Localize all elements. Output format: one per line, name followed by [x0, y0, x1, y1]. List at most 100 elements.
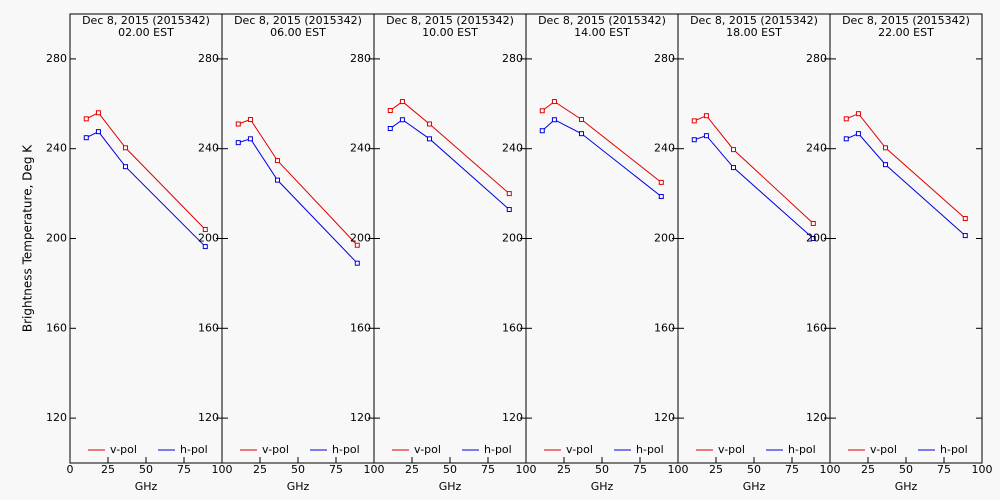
point-marker	[882, 145, 888, 151]
y-tick-label: 200	[350, 232, 371, 245]
point-marker	[274, 158, 280, 164]
point-marker	[539, 108, 545, 114]
point-marker	[202, 227, 208, 233]
y-tick-label: 240	[654, 142, 675, 155]
legend-label: v-pol	[262, 443, 289, 456]
y-tick-label: 200	[806, 232, 827, 245]
panel-title: Dec 8, 2015 (2015342)	[842, 14, 970, 27]
legend-label: h-pol	[636, 443, 664, 456]
y-tick-label: 160	[46, 321, 67, 334]
point-marker	[703, 133, 709, 139]
point-marker	[506, 207, 512, 213]
x-tick-label: 25	[557, 463, 571, 476]
series-line	[238, 138, 358, 264]
panel-title: Dec 8, 2015 (2015342)	[82, 14, 210, 27]
series-line	[846, 133, 966, 236]
point-marker	[855, 131, 861, 137]
panel-title: Dec 8, 2015 (2015342)	[538, 14, 666, 27]
y-tick-label: 240	[806, 142, 827, 155]
legend-label: h-pol	[788, 443, 816, 456]
point-marker	[551, 99, 557, 105]
legend-label: v-pol	[718, 443, 745, 456]
x-tick-label: 100	[212, 463, 233, 476]
legend-label: h-pol	[484, 443, 512, 456]
x-tick-label: 75	[785, 463, 799, 476]
point-marker	[235, 140, 241, 146]
y-tick-label: 200	[198, 232, 219, 245]
legend-label: v-pol	[414, 443, 441, 456]
x-tick-label: 75	[329, 463, 343, 476]
point-marker	[962, 233, 968, 239]
x-tick-label: 100	[516, 463, 537, 476]
point-marker	[962, 216, 968, 222]
x-axis-label: GHz	[895, 480, 918, 493]
x-tick-label: 75	[481, 463, 495, 476]
y-tick-label: 120	[806, 411, 827, 424]
series-line	[389, 119, 510, 210]
y-tick-label: 120	[350, 411, 371, 424]
y-tick-label: 200	[46, 232, 67, 245]
point-marker	[691, 137, 697, 143]
point-marker	[95, 129, 101, 135]
series-line	[86, 131, 206, 247]
point-marker	[95, 110, 101, 116]
panel-title: Dec 8, 2015 (2015342)	[690, 14, 818, 27]
x-tick-label: 0	[67, 463, 74, 476]
x-axis-label: GHz	[439, 480, 462, 493]
point-marker	[354, 242, 360, 248]
panel-title: Dec 8, 2015 (2015342)	[234, 14, 362, 27]
x-tick-label: 100	[972, 463, 993, 476]
x-tick-label: 25	[709, 463, 723, 476]
x-tick-label: 75	[633, 463, 647, 476]
point-marker	[387, 108, 393, 114]
point-marker	[83, 135, 89, 141]
x-tick-label: 50	[747, 463, 761, 476]
series-line	[86, 112, 206, 230]
y-tick-label: 200	[654, 232, 675, 245]
series-line	[541, 119, 662, 197]
point-marker	[122, 164, 128, 170]
point-marker	[658, 194, 664, 200]
point-marker	[247, 136, 253, 142]
point-marker	[578, 117, 584, 123]
x-tick-label: 25	[861, 463, 875, 476]
x-tick-label: 25	[253, 463, 267, 476]
series-line	[389, 100, 510, 194]
y-tick-label: 240	[46, 142, 67, 155]
y-tick-label: 160	[654, 321, 675, 334]
panel-subtitle: 10.00 EST	[422, 26, 478, 39]
point-marker	[855, 111, 861, 117]
y-tick-label: 200	[502, 232, 523, 245]
point-marker	[703, 113, 709, 119]
series-line	[238, 118, 358, 246]
y-tick-label: 120	[198, 411, 219, 424]
x-tick-label: 75	[937, 463, 951, 476]
x-tick-label: 25	[405, 463, 419, 476]
point-marker	[399, 99, 405, 105]
y-tick-label: 280	[806, 52, 827, 65]
y-tick-label: 280	[654, 52, 675, 65]
point-marker	[810, 236, 816, 241]
y-tick-label: 120	[654, 411, 675, 424]
y-tick-label: 240	[198, 142, 219, 155]
point-marker	[83, 116, 89, 122]
y-tick-label: 120	[46, 411, 67, 424]
point-marker	[387, 125, 393, 131]
point-marker	[810, 220, 816, 226]
legend-label: v-pol	[110, 443, 137, 456]
panel-subtitle: 18.00 EST	[726, 26, 782, 39]
point-marker	[843, 136, 849, 142]
legend-label: v-pol	[566, 443, 593, 456]
x-tick-label: 100	[668, 463, 689, 476]
x-axis-label: GHz	[743, 480, 766, 493]
x-tick-label: 75	[177, 463, 191, 476]
point-marker	[843, 116, 849, 122]
point-marker	[399, 117, 405, 123]
x-tick-label: 50	[291, 463, 305, 476]
point-marker	[578, 131, 584, 137]
panel-title: Dec 8, 2015 (2015342)	[386, 14, 514, 27]
x-tick-label: 50	[899, 463, 913, 476]
point-marker	[691, 118, 697, 124]
panel-subtitle: 22.00 EST	[878, 26, 934, 39]
